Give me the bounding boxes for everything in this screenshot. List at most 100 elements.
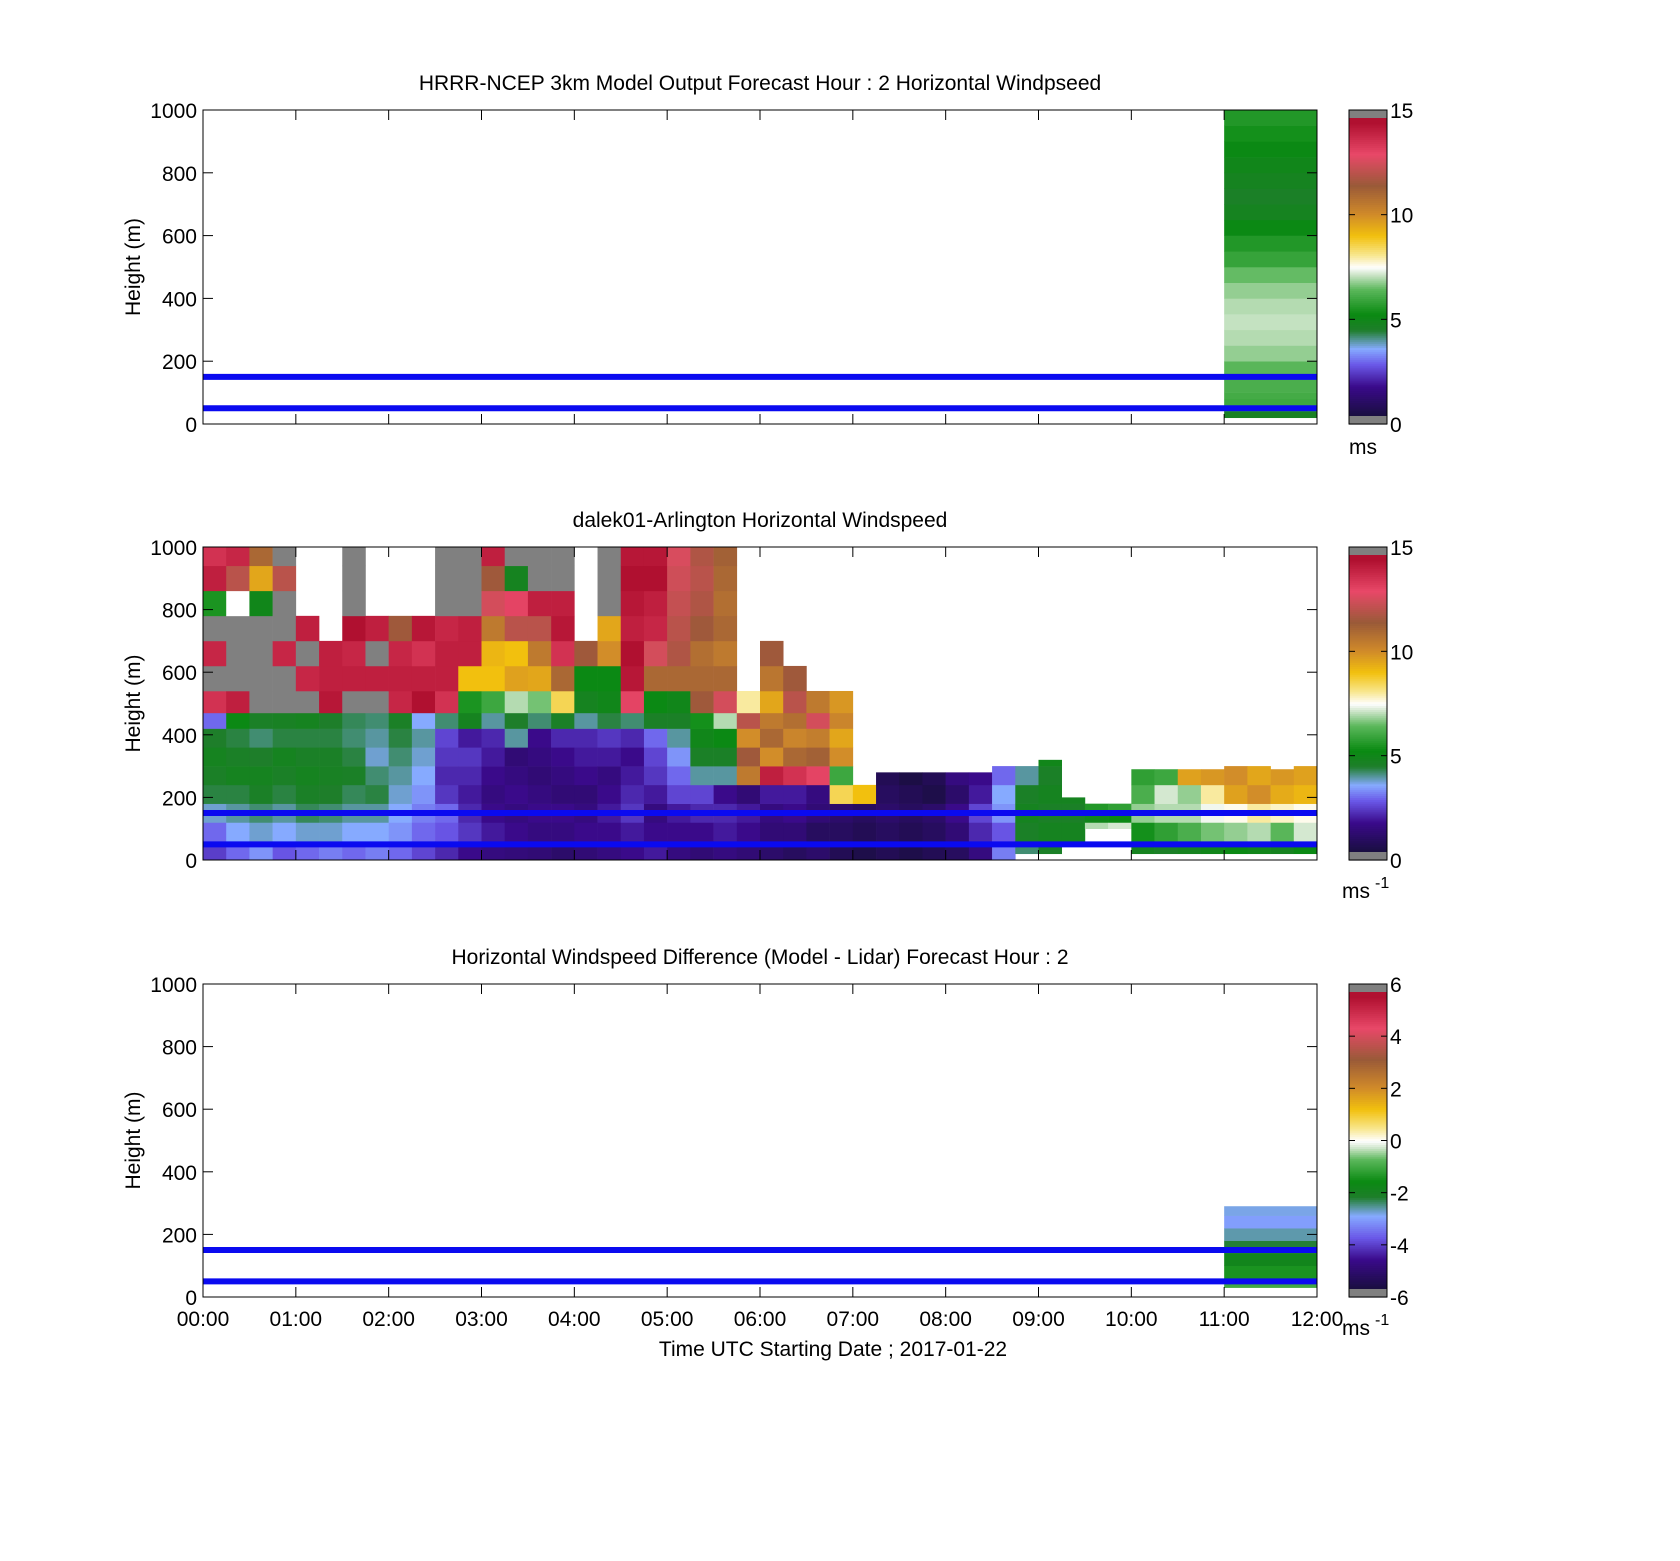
heatmap-cell bbox=[690, 712, 714, 729]
colorbar-segment bbox=[1349, 681, 1387, 685]
colorbar-segment bbox=[1349, 734, 1387, 738]
colorbar-segment bbox=[1349, 1107, 1387, 1110]
heatmap-cell bbox=[1224, 1215, 1318, 1229]
heatmap-cell bbox=[992, 822, 1016, 842]
colorbar-segment bbox=[1349, 818, 1387, 822]
colorbar-segment bbox=[1349, 984, 1387, 992]
colorbar-tick-label: 0 bbox=[1390, 1131, 1402, 1154]
x-tick-label: 09:00 bbox=[1012, 1308, 1065, 1331]
heatmap-cell bbox=[458, 728, 482, 748]
heatmap-cell bbox=[1224, 361, 1318, 378]
colorbar-segment bbox=[1349, 274, 1387, 278]
heatmap-cell bbox=[481, 822, 506, 842]
colorbar-segment bbox=[1349, 760, 1387, 763]
colorbar-segment bbox=[1349, 178, 1387, 182]
colorbar-segment bbox=[1349, 1214, 1387, 1218]
colorbar-segment bbox=[1349, 815, 1387, 818]
colorbar-segment bbox=[1349, 1261, 1387, 1265]
heatmap-cell bbox=[203, 784, 227, 804]
colorbar-segment bbox=[1349, 830, 1387, 834]
colorbar-segment bbox=[1349, 834, 1387, 838]
heatmap-cell bbox=[551, 640, 575, 667]
colorbar-segment bbox=[1349, 1120, 1387, 1124]
colorbar-tick-label: 2 bbox=[1390, 1078, 1402, 1101]
colorbar-segment bbox=[1349, 1132, 1387, 1136]
x-tick-label: 01:00 bbox=[270, 1308, 323, 1331]
colorbar-segment bbox=[1349, 1058, 1387, 1061]
colorbar-segment bbox=[1349, 1017, 1387, 1020]
heatmap-cell bbox=[736, 766, 761, 786]
heatmap-cell bbox=[713, 728, 738, 748]
heatmap-cell bbox=[295, 822, 320, 842]
colorbar-segment bbox=[1349, 1165, 1387, 1169]
heatmap-cell bbox=[690, 565, 714, 592]
heatmap-cell bbox=[597, 766, 622, 786]
heatmap-cell bbox=[272, 565, 297, 592]
colorbar-segment bbox=[1349, 783, 1387, 787]
heatmap-cell bbox=[713, 547, 738, 567]
heatmap-cell bbox=[1177, 784, 1202, 804]
colorbar-segment bbox=[1349, 335, 1387, 339]
heatmap-cell bbox=[249, 822, 273, 842]
colorbar-segment bbox=[1349, 621, 1387, 624]
colorbar-segment bbox=[1349, 1148, 1387, 1151]
heatmap-cell bbox=[643, 728, 668, 748]
heatmap-cell bbox=[435, 615, 459, 642]
colorbar-segment bbox=[1349, 635, 1387, 638]
heatmap-cell bbox=[481, 766, 506, 786]
colorbar-segment bbox=[1349, 1183, 1387, 1187]
heatmap-cell bbox=[272, 747, 297, 767]
heatmap-cell bbox=[504, 766, 529, 786]
heatmap-cell bbox=[852, 784, 877, 804]
heatmap-cell bbox=[992, 784, 1016, 804]
panel-difference: Horizontal Windspeed Difference (Model -… bbox=[122, 946, 1409, 1361]
heatmap-cell bbox=[1224, 784, 1248, 804]
heatmap-cell bbox=[1224, 267, 1318, 283]
colorbar-segment bbox=[1349, 768, 1387, 771]
colorbar-segment bbox=[1349, 376, 1387, 380]
heatmap-cell bbox=[504, 712, 529, 729]
colorbar-segment bbox=[1349, 253, 1387, 256]
heatmap-cell bbox=[1038, 759, 1063, 767]
heatmap-cell bbox=[342, 784, 366, 804]
heatmap-cell bbox=[852, 822, 877, 842]
heatmap-cell bbox=[760, 766, 784, 786]
colorbar-segment bbox=[1349, 687, 1387, 691]
chart-title: Horizontal Windspeed Difference (Model -… bbox=[451, 946, 1068, 969]
heatmap-cell bbox=[504, 615, 529, 642]
colorbar-segment bbox=[1349, 1009, 1387, 1012]
y-axis-label: Height (m) bbox=[122, 218, 145, 316]
colorbar-segment bbox=[1349, 1244, 1387, 1247]
colorbar-segment bbox=[1349, 1130, 1387, 1134]
colorbar-segment bbox=[1349, 1269, 1387, 1273]
colorbar-segment bbox=[1349, 619, 1387, 622]
heatmap-cell bbox=[272, 712, 297, 729]
heatmap-cell bbox=[643, 565, 668, 592]
colorbar-segment bbox=[1349, 337, 1387, 341]
heatmap-cell bbox=[481, 784, 506, 804]
heatmap-cell bbox=[272, 590, 297, 617]
heatmap-cell bbox=[527, 766, 552, 786]
heatmap-cell bbox=[760, 690, 784, 714]
colorbar-segment bbox=[1349, 809, 1387, 812]
heatmap-cell bbox=[574, 690, 598, 714]
heatmap-cell bbox=[1224, 1228, 1318, 1241]
heatmap-cell bbox=[783, 690, 807, 714]
colorbar-segment bbox=[1349, 773, 1387, 777]
heatmap-cell bbox=[203, 766, 227, 786]
colorbar-segment bbox=[1349, 1142, 1387, 1146]
heatmap-cell bbox=[643, 712, 668, 729]
y-tick-label: 1000 bbox=[150, 537, 197, 560]
heatmap-cell bbox=[643, 665, 668, 692]
heatmap-cell bbox=[1224, 188, 1318, 205]
heatmap-cell bbox=[597, 615, 622, 642]
x-axis-label: Time UTC Starting Date ; 2017-01-22 bbox=[659, 1338, 1007, 1361]
heatmap-cell bbox=[713, 590, 738, 617]
colorbar-segment bbox=[1349, 811, 1387, 814]
heatmap-cell bbox=[713, 822, 738, 842]
colorbar-segment bbox=[1349, 707, 1387, 710]
colorbar-segment bbox=[1349, 1034, 1387, 1038]
colorbar-segment bbox=[1349, 312, 1387, 315]
heatmap-cell bbox=[574, 822, 598, 842]
colorbar-segment bbox=[1349, 703, 1387, 707]
